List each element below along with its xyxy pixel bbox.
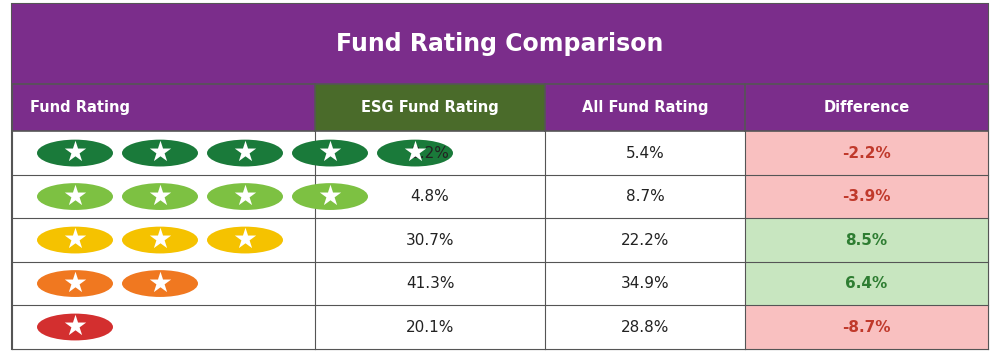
Circle shape	[37, 270, 113, 297]
Text: ★: ★	[318, 183, 342, 210]
FancyBboxPatch shape	[12, 84, 315, 131]
Text: 41.3%: 41.3%	[406, 276, 454, 291]
Text: Fund Rating Comparison: Fund Rating Comparison	[336, 32, 664, 56]
Text: 20.1%: 20.1%	[406, 319, 454, 335]
Text: ★: ★	[148, 183, 173, 210]
Text: Difference: Difference	[823, 100, 910, 115]
Text: ★: ★	[318, 139, 342, 167]
Text: ★: ★	[63, 313, 88, 341]
Circle shape	[207, 227, 283, 253]
FancyBboxPatch shape	[545, 131, 745, 175]
Circle shape	[37, 140, 113, 167]
FancyBboxPatch shape	[315, 262, 545, 305]
Text: 5.4%: 5.4%	[626, 145, 664, 161]
FancyBboxPatch shape	[745, 218, 988, 262]
Circle shape	[122, 227, 198, 253]
Text: ★: ★	[63, 270, 88, 298]
Circle shape	[377, 140, 453, 167]
Text: -3.9%: -3.9%	[842, 189, 891, 204]
Circle shape	[37, 227, 113, 253]
FancyBboxPatch shape	[12, 218, 315, 262]
FancyBboxPatch shape	[12, 4, 988, 349]
Text: ★: ★	[63, 183, 88, 210]
Text: ★: ★	[63, 226, 88, 254]
Text: 34.9%: 34.9%	[621, 276, 669, 291]
Text: ★: ★	[233, 139, 258, 167]
Text: ESG Fund Rating: ESG Fund Rating	[361, 100, 499, 115]
FancyBboxPatch shape	[12, 175, 315, 218]
Text: -8.7%: -8.7%	[842, 319, 891, 335]
Circle shape	[37, 183, 113, 210]
Text: ★: ★	[403, 139, 428, 167]
FancyBboxPatch shape	[315, 175, 545, 218]
Circle shape	[292, 183, 368, 210]
FancyBboxPatch shape	[545, 84, 745, 131]
Circle shape	[122, 183, 198, 210]
Text: 8.7%: 8.7%	[626, 189, 664, 204]
Text: ★: ★	[233, 183, 258, 210]
Circle shape	[122, 270, 198, 297]
FancyBboxPatch shape	[315, 84, 545, 131]
Text: 28.8%: 28.8%	[621, 319, 669, 335]
Text: 6.4%: 6.4%	[845, 276, 888, 291]
FancyBboxPatch shape	[545, 218, 745, 262]
FancyBboxPatch shape	[315, 218, 545, 262]
Circle shape	[207, 140, 283, 167]
Text: ★: ★	[148, 139, 173, 167]
FancyBboxPatch shape	[315, 131, 545, 175]
FancyBboxPatch shape	[545, 305, 745, 349]
FancyBboxPatch shape	[745, 131, 988, 175]
Text: ★: ★	[233, 226, 258, 254]
Text: Fund Rating: Fund Rating	[30, 100, 130, 115]
Text: -2.2%: -2.2%	[842, 145, 891, 161]
FancyBboxPatch shape	[12, 305, 315, 349]
FancyBboxPatch shape	[315, 305, 545, 349]
Text: 4.8%: 4.8%	[411, 189, 449, 204]
FancyBboxPatch shape	[545, 262, 745, 305]
Text: All Fund Rating: All Fund Rating	[582, 100, 708, 115]
FancyBboxPatch shape	[745, 175, 988, 218]
Text: 22.2%: 22.2%	[621, 233, 669, 247]
Circle shape	[292, 140, 368, 167]
FancyBboxPatch shape	[745, 262, 988, 305]
FancyBboxPatch shape	[745, 305, 988, 349]
Circle shape	[122, 140, 198, 167]
FancyBboxPatch shape	[745, 84, 988, 131]
Text: 8.5%: 8.5%	[845, 233, 888, 247]
Text: 30.7%: 30.7%	[406, 233, 454, 247]
Text: ★: ★	[148, 270, 173, 298]
Text: ★: ★	[148, 226, 173, 254]
FancyBboxPatch shape	[12, 131, 315, 175]
Text: 3.2%: 3.2%	[411, 145, 449, 161]
Circle shape	[207, 183, 283, 210]
FancyBboxPatch shape	[12, 4, 988, 84]
FancyBboxPatch shape	[12, 262, 315, 305]
Circle shape	[37, 313, 113, 340]
Text: ★: ★	[63, 139, 88, 167]
FancyBboxPatch shape	[545, 175, 745, 218]
